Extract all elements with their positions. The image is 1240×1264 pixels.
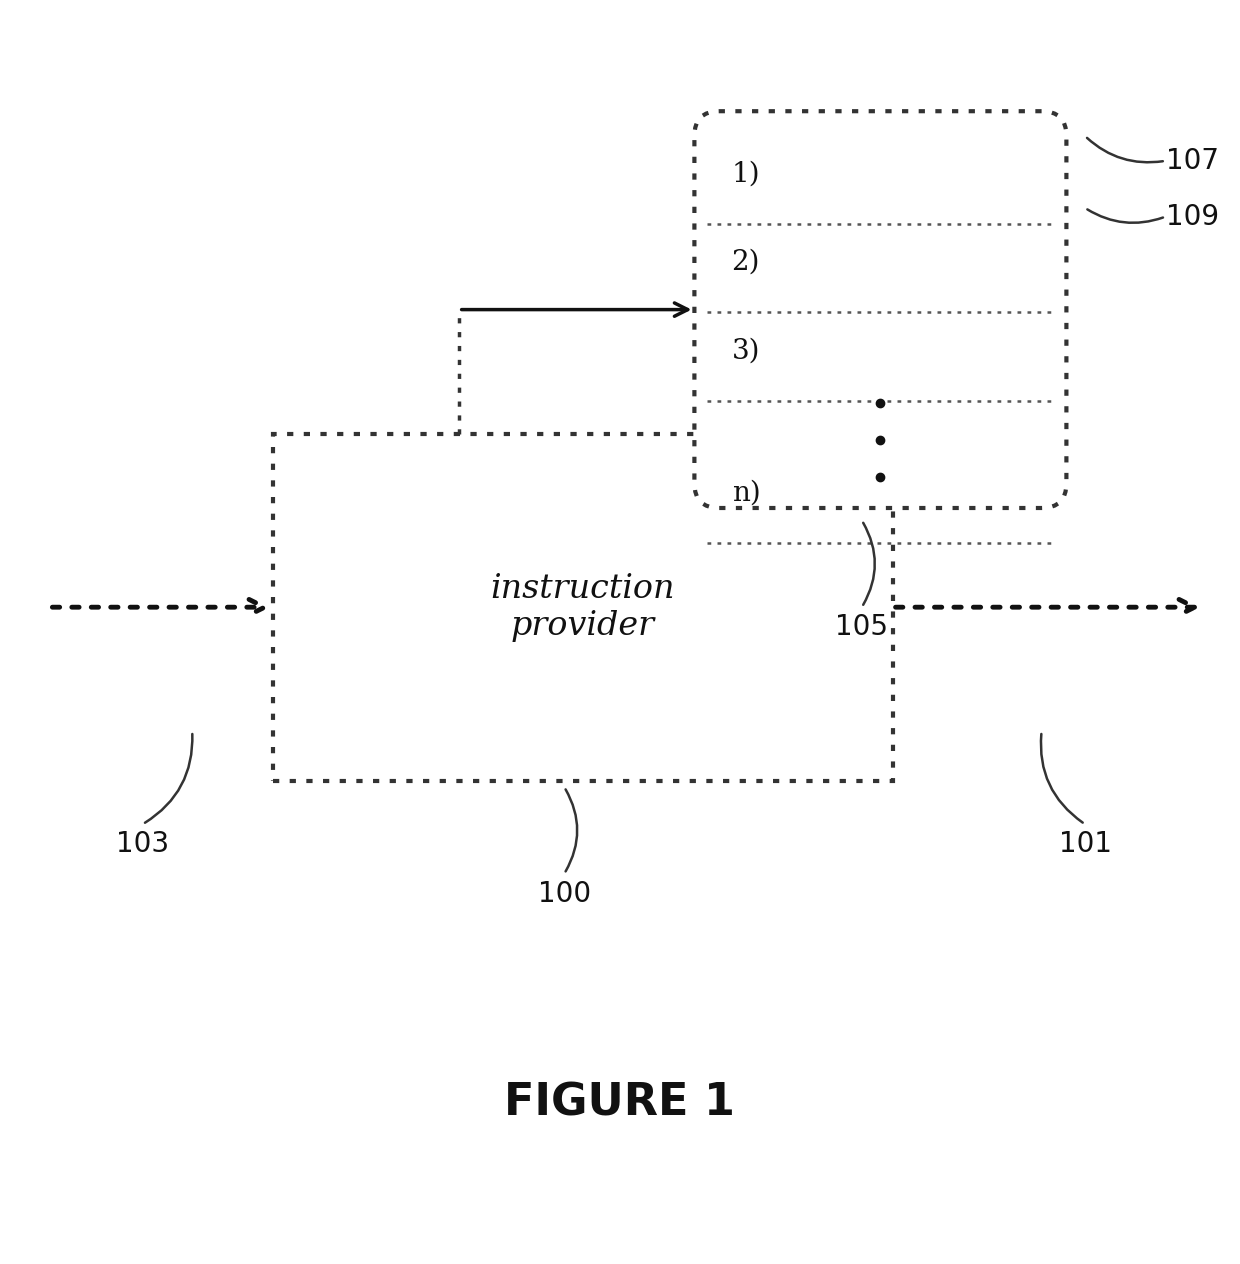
Text: n): n) xyxy=(732,480,760,507)
Text: 103: 103 xyxy=(117,830,169,858)
Text: 107: 107 xyxy=(1166,147,1219,174)
Text: 100: 100 xyxy=(538,880,590,908)
Text: FIGURE 1: FIGURE 1 xyxy=(505,1082,735,1125)
Text: instruction
provider: instruction provider xyxy=(491,573,675,642)
FancyBboxPatch shape xyxy=(273,434,893,781)
Text: 1): 1) xyxy=(732,161,760,188)
Text: 3): 3) xyxy=(732,337,760,364)
Text: 109: 109 xyxy=(1166,202,1219,230)
Text: 105: 105 xyxy=(836,613,888,641)
Text: 101: 101 xyxy=(1059,830,1111,858)
Text: 2): 2) xyxy=(732,249,760,276)
FancyBboxPatch shape xyxy=(694,111,1066,508)
